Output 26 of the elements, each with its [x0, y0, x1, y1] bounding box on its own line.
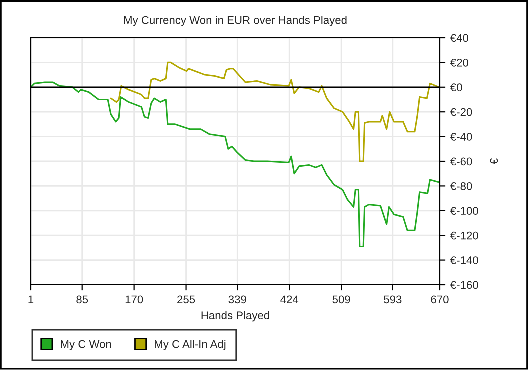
y-tick-label: €-120 — [450, 232, 478, 240]
x-tick-label: 85 — [76, 296, 88, 304]
x-tick-label: 424 — [280, 296, 299, 304]
y-tick-label: €20 — [450, 58, 469, 67]
y-tick-label: €-60 — [450, 158, 472, 166]
chart-title: My Currency Won in EUR over Hands Played — [124, 16, 347, 26]
x-tick-label: 670 — [431, 296, 449, 304]
legend-label: My C Won — [61, 340, 112, 350]
y-tick-label: €-100 — [450, 207, 478, 216]
y-tick-label: €0 — [450, 84, 462, 92]
line-series — [110, 62, 440, 162]
y-tick-label: €-140 — [450, 256, 478, 264]
y-tick-label: €40 — [450, 34, 469, 42]
x-tick-label: 339 — [228, 296, 246, 304]
x-axis-title: Hands Played — [202, 311, 270, 322]
y-tick-label: €-80 — [450, 182, 472, 190]
x-tick-label: 593 — [384, 296, 402, 304]
y-tick-label: €-20 — [450, 108, 472, 116]
x-tick-label: 255 — [178, 296, 196, 304]
x-tick-label: 509 — [332, 296, 350, 304]
y-tick-label: €-160 — [450, 281, 478, 290]
x-tick-label: 1 — [28, 296, 34, 304]
legend-label: My C All-In Adj — [155, 340, 226, 350]
x-tick-label: 170 — [126, 296, 144, 304]
y-axis-title: € — [490, 158, 498, 165]
y-tick-label: €-40 — [450, 133, 472, 141]
